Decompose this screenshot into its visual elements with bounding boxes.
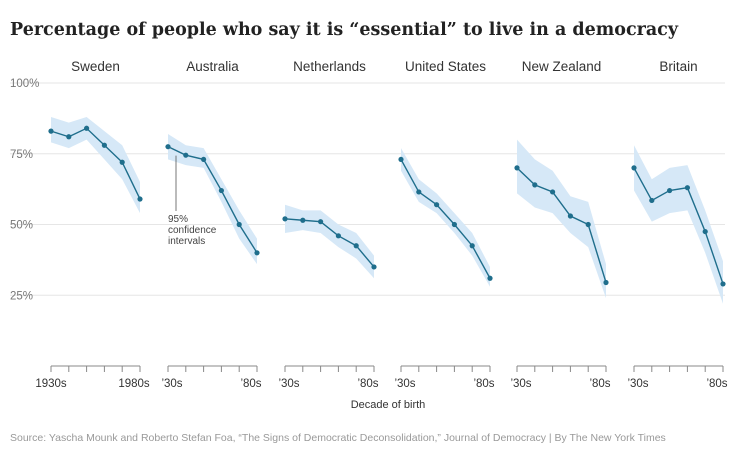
data-point (532, 182, 538, 188)
confidence-band (51, 116, 140, 214)
data-point (218, 187, 224, 194)
chart-title: Percentage of people who say it is “esse… (10, 20, 678, 40)
data-point (702, 228, 708, 235)
x-tick-label: ’80s (706, 378, 727, 390)
series-line (400, 159, 491, 279)
data-point (416, 189, 422, 195)
series-line (516, 167, 607, 283)
data-point (137, 196, 143, 202)
data-point (567, 213, 574, 219)
data-point (300, 217, 306, 223)
data-point (48, 128, 54, 134)
panel-sweden: Sweden 1930s 1980s (35, 59, 150, 390)
data-point (667, 187, 673, 194)
data-point (550, 189, 556, 195)
confidence-band (285, 204, 374, 279)
series-line (167, 146, 258, 254)
x-tick-label: ’80s (589, 378, 610, 390)
x-tick-label: ’80s (240, 378, 261, 390)
panel-title: United States (405, 59, 486, 74)
data-point (487, 275, 493, 281)
data-point (165, 144, 171, 150)
confidence-band (168, 133, 257, 265)
data-point (469, 243, 475, 249)
data-point (371, 264, 377, 270)
x-tick-label: ’30s (394, 378, 415, 390)
data-point (101, 142, 107, 148)
x-tick-label: ’80s (473, 378, 494, 390)
data-point (335, 233, 341, 239)
data-point (119, 159, 125, 165)
data-point (66, 134, 72, 140)
panel-title: Britain (659, 59, 697, 74)
data-point (451, 221, 457, 228)
data-point (353, 243, 359, 249)
confidence-band (517, 139, 606, 299)
data-point (183, 152, 189, 158)
y-tick-label: 100% (10, 78, 39, 90)
x-tick-label: ’30s (161, 378, 182, 390)
data-point (631, 165, 637, 171)
series-line (633, 167, 724, 285)
x-tick-label: 1930s (35, 378, 67, 390)
x-tick-label: ’30s (627, 378, 648, 390)
source-note: Source: Yascha Mounk and Roberto Stefan … (10, 432, 666, 444)
data-point (514, 165, 520, 171)
series-line (284, 218, 375, 268)
annotation-text: confidence (168, 225, 217, 236)
data-point (254, 250, 260, 256)
data-point (649, 197, 655, 204)
panel-title: Australia (186, 59, 239, 74)
x-tick-label: ’30s (278, 378, 299, 390)
data-point (201, 156, 207, 163)
data-point (398, 156, 404, 163)
panel-netherlands: Netherlands ’30s ’80s (278, 59, 378, 390)
data-point (603, 279, 609, 286)
y-tick-label: 75% (10, 149, 33, 161)
x-tick-label: 1980s (118, 378, 150, 390)
y-tick-label: 50% (10, 220, 33, 232)
data-point (318, 219, 324, 225)
confidence-band (634, 145, 723, 304)
y-tick-label: 25% (10, 290, 33, 302)
panel-britain: Britain ’30s ’80s (627, 59, 727, 390)
data-point (236, 221, 242, 228)
data-point (720, 281, 726, 287)
panel-new-zealand: New Zealand ’30s ’80s (510, 59, 610, 390)
data-point (434, 202, 440, 208)
panel-title: Netherlands (293, 59, 366, 74)
series-line (50, 127, 141, 200)
data-point (585, 221, 591, 228)
x-tick-label: ’30s (510, 378, 531, 390)
annotation-text: 95% (168, 214, 188, 225)
panel-united-states: United States ’30s ’80s (394, 59, 494, 390)
confidence-band (401, 148, 490, 287)
data-point (282, 216, 288, 222)
data-point (84, 125, 90, 131)
x-tick-label: ’80s (357, 378, 378, 390)
annotation-text: intervals (168, 236, 205, 247)
data-point (684, 185, 691, 191)
panel-title: Sweden (71, 59, 120, 74)
panel-title: New Zealand (522, 59, 602, 74)
x-axis-title: Decade of birth (351, 399, 426, 411)
